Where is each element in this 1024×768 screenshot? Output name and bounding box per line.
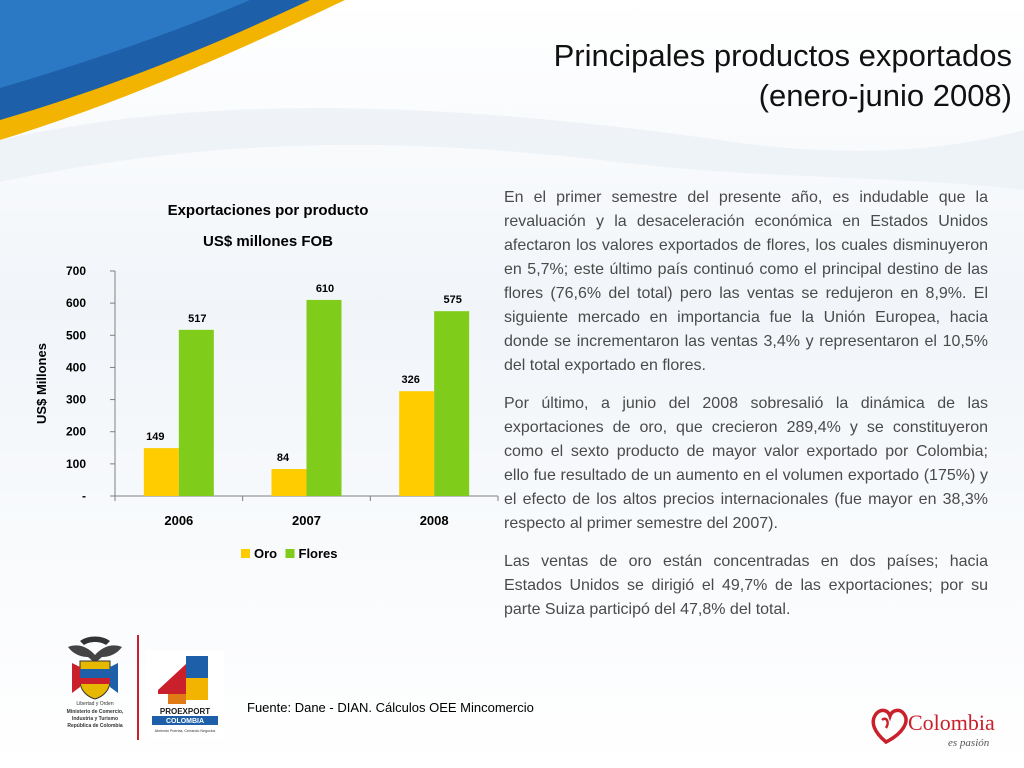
bar-flores-2007 [306, 299, 342, 496]
chart-title: Exportaciones por producto [167, 202, 369, 219]
x-tick-label: 2008 [420, 513, 449, 528]
proexport-logo: PROEXPORT COLOMBIA Abriendo Puertas, Cer… [146, 650, 224, 738]
legend-swatch-oro [241, 549, 250, 558]
colombia-brand-logo: Colombia es pasión [871, 708, 995, 749]
data-label: 84 [277, 452, 290, 464]
y-axis-label: US$ Millones [34, 343, 49, 424]
y-tick-label: - [82, 489, 86, 503]
bar-oro-2008 [399, 391, 435, 496]
y-tick-label: 100 [66, 457, 86, 471]
data-label: 575 [443, 294, 461, 306]
y-tick-label: 300 [66, 393, 86, 407]
y-tick-label: 700 [66, 264, 86, 278]
slide-title-line2: (enero-junio 2008) [758, 78, 1012, 113]
description-text: En el primer semestre del presente año, … [504, 186, 988, 636]
data-label: 517 [188, 313, 206, 325]
x-tick-label: 2007 [292, 513, 321, 528]
y-tick-label: 500 [66, 328, 86, 342]
data-label: 149 [146, 431, 164, 443]
legend-swatch-flores [285, 549, 295, 558]
logo-divider [137, 635, 139, 740]
ministry-logo: Libertad y Orden Ministerio de Comercio,… [67, 636, 124, 729]
coat-of-arms-icon [68, 636, 122, 700]
bar-chart: - 100 200 300 400 500 600 700 149 517 2006 84 610 200… [34, 264, 499, 561]
x-tick-label: 2006 [164, 513, 193, 528]
data-label: 326 [401, 374, 419, 386]
ministry-line-1: Libertad y Orden [76, 701, 113, 707]
data-label: 610 [316, 283, 334, 295]
paragraph-oro-destinos: Las ventas de oro están concentradas en … [504, 553, 988, 618]
heart-swirl-icon [871, 708, 908, 745]
paragraph-oro: Por último, a junio del 2008 sobresalió … [504, 395, 988, 532]
y-tick-label: 600 [66, 296, 86, 310]
ministry-line-3: Industria y Turismo [72, 716, 118, 722]
colombia-brand-tagline: es pasión [948, 737, 990, 749]
chart-subtitle: US$ millones FOB [202, 233, 334, 250]
slide-title: Principales productos exportados (enero-… [554, 36, 1012, 116]
slide-title-line1: Principales productos exportados [553, 38, 1012, 73]
proexport-name: PROEXPORT [160, 707, 210, 716]
colombia-brand-name: Colombia [908, 710, 995, 735]
ministry-line-2: Ministerio de Comercio, [67, 709, 124, 715]
legend-label-flores: Flores [299, 546, 338, 561]
bar-oro-2006 [143, 448, 179, 496]
proexport-country: COLOMBIA [166, 718, 204, 725]
legend-label-oro: Oro [254, 546, 277, 561]
header-banner [0, 0, 1024, 190]
y-tick-label: 400 [66, 360, 86, 374]
bar-flores-2006 [178, 329, 214, 496]
y-tick-label: 200 [66, 425, 86, 439]
source-note: Fuente: Dane - DIAN. Cálculos OEE Mincom… [247, 700, 534, 715]
ministry-line-4: República de Colombia [67, 723, 123, 729]
bar-flores-2008 [434, 311, 470, 496]
bar-oro-2007 [271, 469, 307, 496]
paragraph-flores: En el primer semestre del presente año, … [504, 189, 988, 374]
proexport-tagline: Abriendo Puertas, Cerrando Negocios [155, 729, 216, 733]
